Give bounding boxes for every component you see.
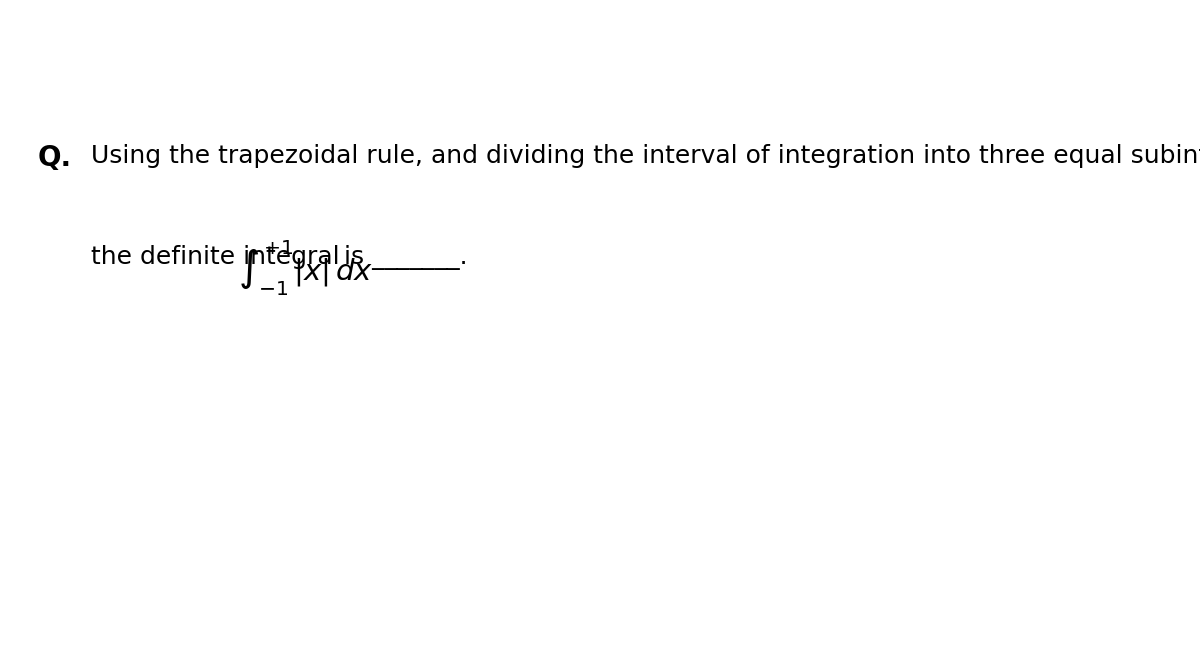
Text: the definite integral: the definite integral	[91, 245, 340, 269]
Text: Using the trapezoidal rule, and dividing the interval of integration into three : Using the trapezoidal rule, and dividing…	[91, 144, 1200, 168]
Text: Q.: Q.	[37, 144, 71, 172]
Text: $\int_{-1}^{+1}|x|\,dx$: $\int_{-1}^{+1}|x|\,dx$	[238, 239, 373, 298]
Text: is _______.: is _______.	[336, 245, 467, 270]
